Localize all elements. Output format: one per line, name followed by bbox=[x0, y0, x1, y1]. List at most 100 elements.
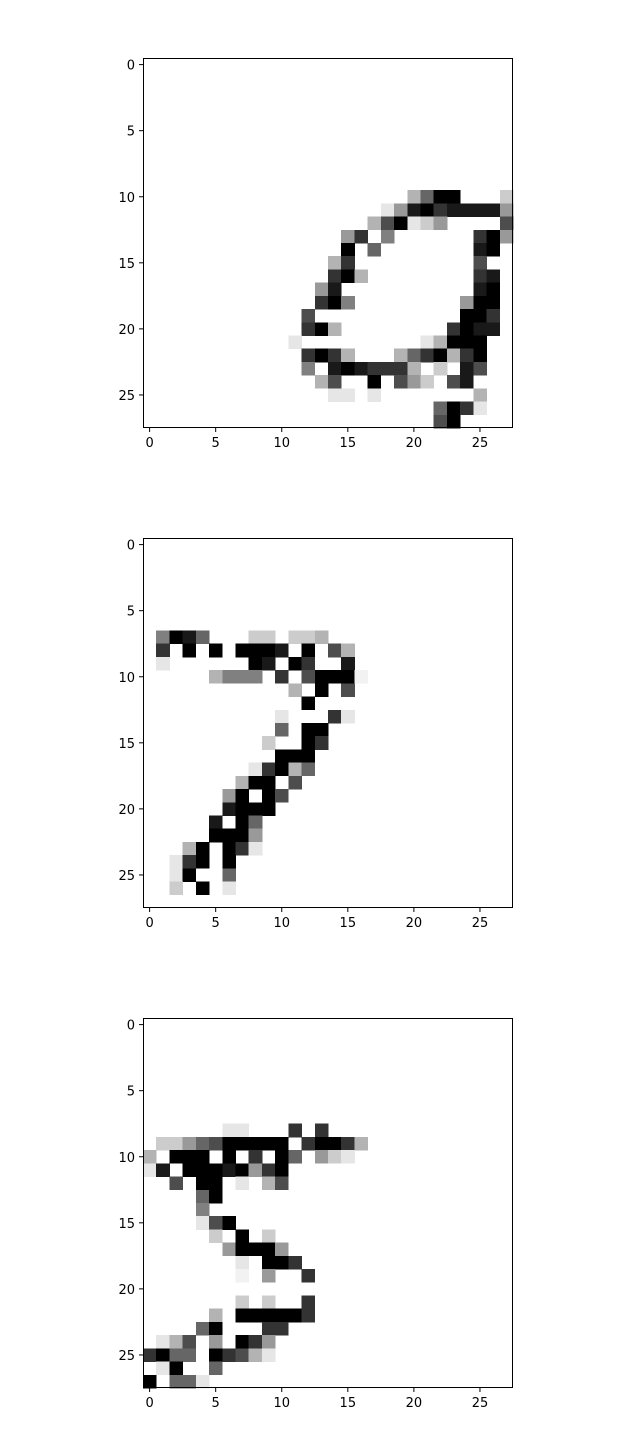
heatmap-cell bbox=[433, 348, 448, 363]
heatmap-cell bbox=[261, 775, 276, 790]
heatmap-cell bbox=[195, 1163, 210, 1177]
heatmap-cell bbox=[446, 322, 461, 336]
heatmap-cell bbox=[460, 309, 474, 323]
heatmap-cell bbox=[288, 1255, 302, 1270]
heatmap-cell bbox=[446, 203, 461, 217]
heatmap-cell bbox=[328, 348, 342, 363]
heatmap-cell bbox=[473, 203, 487, 217]
heatmap-cell bbox=[261, 1269, 276, 1283]
heatmap-cell bbox=[195, 855, 210, 869]
heatmap-cell bbox=[420, 375, 435, 389]
heatmap-cell bbox=[341, 709, 355, 724]
heatmap-cell bbox=[394, 375, 408, 389]
heatmap-cell bbox=[248, 670, 263, 684]
heatmap-cell bbox=[407, 348, 421, 363]
heatmap-cell bbox=[275, 670, 289, 684]
heatmap-cell bbox=[209, 1348, 223, 1362]
heatmap-cell bbox=[380, 203, 395, 217]
heatmap-cell bbox=[301, 670, 316, 684]
heatmap-cell bbox=[222, 1348, 236, 1362]
heatmap-cell bbox=[499, 216, 514, 231]
heatmap-cell bbox=[288, 749, 302, 763]
heatmap-cell bbox=[169, 868, 183, 882]
x-tick-label: 15 bbox=[340, 436, 357, 451]
heatmap-cell bbox=[248, 802, 263, 816]
heatmap-cell bbox=[235, 1123, 250, 1138]
heatmap-cell bbox=[248, 775, 263, 790]
heatmap-cell bbox=[195, 1321, 210, 1336]
heatmap-cell bbox=[328, 269, 342, 283]
heatmap-cell bbox=[328, 295, 342, 310]
x-tick-label: 25 bbox=[472, 436, 489, 451]
heatmap-cell bbox=[341, 295, 355, 310]
heatmap-cell bbox=[182, 1348, 197, 1362]
x-tick-label: 0 bbox=[145, 1396, 153, 1411]
heatmap-cell bbox=[195, 630, 210, 645]
y-tick-label: 25 bbox=[118, 1349, 135, 1364]
heatmap-cell bbox=[314, 683, 329, 697]
heatmap-cell bbox=[209, 1308, 223, 1323]
heatmap-cell bbox=[473, 361, 487, 376]
heatmap-cell bbox=[235, 1163, 250, 1177]
heatmap-cell bbox=[288, 656, 302, 671]
heatmap-cell bbox=[209, 1189, 223, 1204]
heatmap-cell bbox=[222, 1163, 236, 1177]
heatmap-cell bbox=[367, 216, 382, 231]
heatmap-cell bbox=[407, 375, 421, 389]
heatmap-cell bbox=[209, 1321, 223, 1336]
heatmap-cell bbox=[328, 1136, 342, 1151]
heatmap-cell bbox=[261, 1176, 276, 1191]
heatmap-cell bbox=[433, 361, 448, 376]
heatmap-cell bbox=[380, 229, 395, 244]
heatmap-cell bbox=[288, 630, 302, 645]
heatmap-panel-3: 0 5 10 15 20 25 0 5 10 15 20 25 bbox=[118, 1018, 513, 1411]
heatmap-cell bbox=[341, 643, 355, 658]
heatmap-cell bbox=[275, 789, 289, 803]
heatmap-cell bbox=[473, 295, 487, 310]
heatmap-cell bbox=[195, 881, 210, 896]
x-tick-label: 5 bbox=[212, 436, 220, 451]
heatmap-cell bbox=[275, 723, 289, 737]
y-tick-label: 5 bbox=[127, 125, 135, 140]
heatmap-cell bbox=[182, 841, 197, 856]
heatmap-cell bbox=[473, 335, 487, 350]
heatmap-cell bbox=[367, 388, 382, 402]
heatmap-cell bbox=[301, 361, 316, 376]
heatmap-cell bbox=[275, 643, 289, 658]
heatmap-cell bbox=[195, 1136, 210, 1151]
heatmap-cell bbox=[341, 683, 355, 697]
heatmap-cell bbox=[446, 348, 461, 363]
heatmap-cell bbox=[169, 1374, 183, 1389]
heatmap-cell bbox=[275, 1136, 289, 1151]
heatmap-cell bbox=[433, 203, 448, 217]
heatmap-cell bbox=[354, 361, 368, 376]
heatmap-cell bbox=[407, 361, 421, 376]
heatmap-cell bbox=[328, 670, 342, 684]
heatmap-cell bbox=[288, 335, 302, 350]
heatmap-cell bbox=[473, 388, 487, 402]
heatmap-cell bbox=[341, 348, 355, 363]
heatmap-cell bbox=[301, 322, 316, 336]
x-tick-label: 25 bbox=[472, 916, 489, 931]
heatmap-cell bbox=[182, 1136, 197, 1151]
heatmap-cell bbox=[407, 203, 421, 217]
heatmap-cell bbox=[301, 656, 316, 671]
heatmap-cell bbox=[182, 1163, 197, 1177]
heatmap-cell bbox=[248, 1335, 263, 1349]
heatmap-cell bbox=[341, 243, 355, 257]
axes-frame bbox=[143, 538, 513, 908]
heatmap-cell bbox=[420, 203, 435, 217]
heatmap-cell bbox=[446, 401, 461, 416]
x-tick-label: 20 bbox=[406, 436, 423, 451]
heatmap-cell bbox=[275, 1308, 289, 1323]
heatmap-cell bbox=[446, 335, 461, 350]
heatmap-cell bbox=[235, 775, 250, 790]
heatmap-cell bbox=[156, 1348, 170, 1362]
heatmap-cell bbox=[473, 243, 487, 257]
heatmap-cell bbox=[209, 828, 223, 843]
heatmap-cell bbox=[486, 322, 501, 336]
y-tick-label: 0 bbox=[127, 59, 135, 74]
heatmap-cell bbox=[169, 855, 183, 869]
heatmap-cell bbox=[248, 630, 263, 645]
heatmap-cell bbox=[248, 1308, 263, 1323]
